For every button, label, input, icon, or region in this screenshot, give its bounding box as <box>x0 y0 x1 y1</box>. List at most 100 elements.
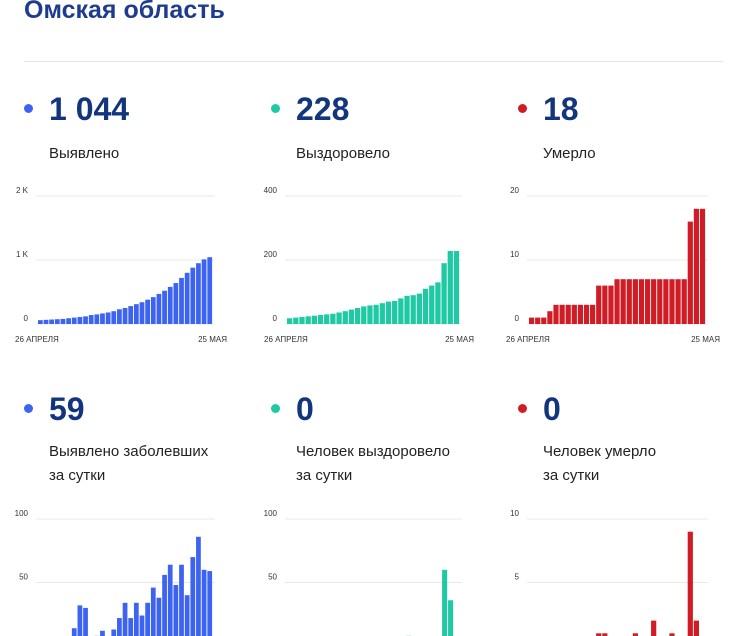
bar <box>632 633 638 636</box>
bar <box>201 569 207 636</box>
bar <box>66 318 71 324</box>
bar <box>429 285 435 324</box>
bar <box>133 304 139 324</box>
stat-label: Умерло <box>543 145 596 162</box>
stat-label-line: Человек выздоровело <box>296 443 450 460</box>
y-tick-label: 400 <box>264 186 278 195</box>
y-tick-label: 20 <box>510 186 519 195</box>
y-tick-label: 50 <box>268 573 277 582</box>
y-tick-label: 100 <box>264 509 278 518</box>
stat-value: 0 <box>543 391 561 427</box>
bar <box>196 263 201 324</box>
bar <box>687 531 693 636</box>
bar <box>299 316 305 324</box>
bar <box>596 633 602 636</box>
bar <box>336 312 342 324</box>
detected-legend-dot <box>24 104 33 113</box>
bar <box>632 279 638 324</box>
bar <box>162 290 167 324</box>
bar <box>179 277 184 324</box>
bar <box>385 301 392 324</box>
page-title: Омская область <box>24 0 225 24</box>
y-tick-label: 50 <box>19 573 28 582</box>
bar <box>111 311 117 324</box>
bar <box>453 251 460 324</box>
stat-value: 0 <box>296 391 314 427</box>
bar <box>150 587 156 636</box>
bar <box>324 314 330 324</box>
bar <box>638 279 645 324</box>
bar <box>559 304 565 324</box>
bar <box>54 319 60 324</box>
bar <box>83 316 88 324</box>
deaths-legend-dot <box>518 104 527 113</box>
bar <box>669 633 675 636</box>
bar <box>201 259 207 324</box>
bar <box>651 620 657 636</box>
bar <box>179 564 184 636</box>
bar <box>196 536 201 636</box>
bar <box>305 316 311 324</box>
bar <box>117 618 122 636</box>
stat-label-line: Выявлено заболевших <box>49 443 209 460</box>
bar <box>416 293 423 324</box>
bar <box>657 279 663 324</box>
bar <box>173 283 179 324</box>
bar <box>190 267 196 324</box>
bar <box>644 279 651 324</box>
bar <box>435 282 441 324</box>
bar <box>139 302 145 324</box>
stat-label-line: за сутки <box>49 467 106 484</box>
bar <box>105 312 111 324</box>
bar <box>100 630 105 636</box>
stat-label-line: за сутки <box>543 467 600 484</box>
bar <box>117 309 122 324</box>
x-tick-label: 25 МАЯ <box>198 335 227 344</box>
stat-value: 228 <box>296 91 350 127</box>
bar <box>583 304 590 324</box>
bar <box>620 279 626 324</box>
y-tick-label: 10 <box>510 509 519 518</box>
bar <box>373 304 379 324</box>
bar <box>547 311 553 324</box>
bar <box>699 208 706 324</box>
bar <box>614 279 620 324</box>
bar <box>441 263 447 324</box>
detected-legend-dot <box>24 404 33 413</box>
bar <box>577 304 584 324</box>
bar <box>122 602 128 636</box>
bar <box>447 251 453 324</box>
bar <box>422 288 429 324</box>
stat-label: Выздоровело <box>296 145 391 162</box>
stat-value: 59 <box>49 391 85 427</box>
bar <box>111 629 117 636</box>
bar <box>71 317 77 324</box>
deaths-legend-dot <box>518 404 527 413</box>
bar <box>139 615 145 636</box>
bar <box>317 315 324 324</box>
y-tick-label: 10 <box>510 250 519 259</box>
y-tick-label: 0 <box>273 314 278 323</box>
y-tick-label: 2 K <box>16 186 29 195</box>
bar <box>565 304 571 324</box>
bar <box>100 313 105 324</box>
bar <box>167 564 173 636</box>
bar <box>128 306 134 324</box>
x-tick-label: 26 АПРЕЛЯ <box>15 335 59 344</box>
bar <box>535 317 541 324</box>
bar <box>83 607 88 636</box>
stat-label: Человек умерло за сутки <box>543 440 656 488</box>
stat-value: 18 <box>543 91 579 127</box>
bar <box>162 574 167 636</box>
bar <box>590 304 596 324</box>
bar <box>71 628 77 636</box>
bar <box>43 319 49 324</box>
bar <box>687 221 693 324</box>
y-tick-label: 1 K <box>16 250 29 259</box>
bar <box>173 585 179 636</box>
bar <box>693 620 699 636</box>
